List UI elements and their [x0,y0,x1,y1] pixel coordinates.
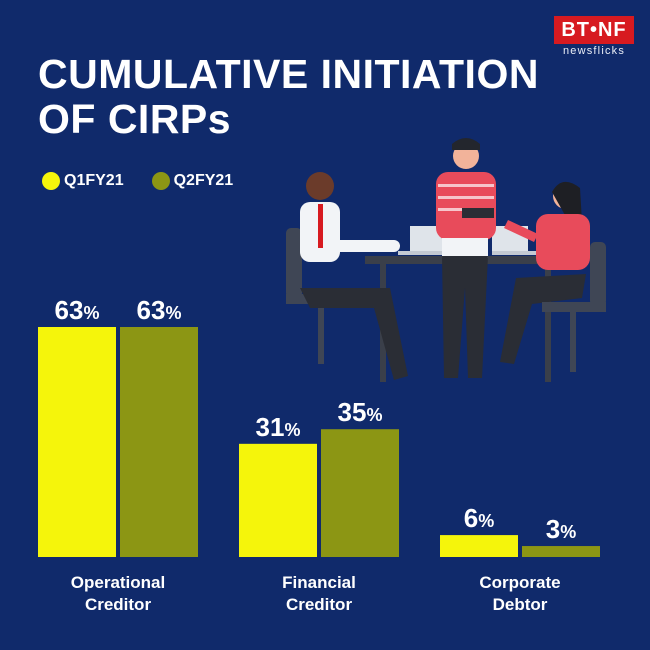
person-center-shirt [436,172,496,240]
title-line-1: CUMULATIVE INITIATION [38,51,539,97]
chart-title: CUMULATIVE INITIATION OF CIRPs [38,52,539,142]
legend-item-q2: Q2FY21 [151,172,234,190]
chair-left [286,228,302,298]
tablet-icon [462,208,494,218]
category-label-2: Corporate Debtor [479,573,560,614]
data-label-q2fy21-0: 63% [137,295,182,325]
bar-q2fy21-2 [522,546,600,557]
bar-q2fy21-0 [120,327,198,557]
data-label-q2fy21-2: 3% [546,514,576,544]
chair-right [590,242,606,306]
category-label-0: Operational Creditor [71,573,165,614]
person-left-head [306,172,334,200]
brand-logo: BT•NF newsflicks [554,16,634,57]
data-label-q1fy21-0: 63% [55,295,100,325]
legend-label-q2: Q2FY21 [173,172,234,189]
person-right-shirt [536,214,590,270]
logo-badge: BT•NF [554,16,634,44]
office-team-illustration [286,138,606,382]
legend-swatch-q1 [42,172,60,190]
bar-q1fy21-2 [440,535,518,557]
data-label-q1fy21-2: 6% [464,503,494,533]
bar-q1fy21-0 [38,327,116,557]
person-left-legs [300,288,408,380]
legend-swatch-q2 [151,172,170,190]
legend-item-q1: Q1FY21 [42,172,124,190]
desk-leg [545,264,551,382]
data-label-q1fy21-1: 31% [256,412,301,442]
title-line-2: OF CIRPs [38,96,232,142]
legend-label-q1: Q1FY21 [64,172,124,189]
chart-legend: Q1FY21 Q2FY21 [42,172,233,190]
tie-icon [318,204,323,248]
bar-q2fy21-1 [321,429,399,557]
logo-tagline: newsflicks [562,45,626,57]
category-label-1: Financial Creditor [282,573,356,614]
bar-q1fy21-1 [239,443,317,557]
data-label-q2fy21-1: 35% [338,397,383,427]
person-right-legs [500,274,586,364]
person-center-legs [442,256,488,378]
